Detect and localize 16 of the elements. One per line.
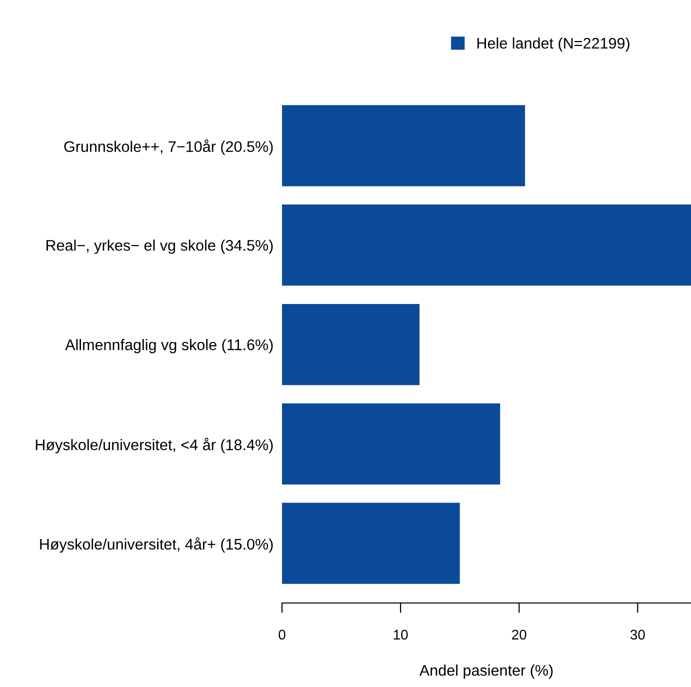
y-tick-label: Høyskole/universitet, <4 år (18.4%)	[36, 438, 273, 454]
x-tick-label: 30	[630, 630, 645, 640]
legend-label: Hele landet (N=22199)	[477, 37, 630, 52]
y-tick-label: Real−, yrkes− el vg skole (34.5%)	[46, 240, 273, 254]
y-tick-label: Grunnskole++, 7−10år (20.5%)	[64, 140, 273, 156]
x-tick-label: 10	[394, 630, 408, 640]
x-tick-label: 20	[512, 630, 526, 640]
bar	[282, 204, 691, 286]
x-tick-label: 0	[278, 630, 286, 640]
bar	[282, 304, 420, 386]
y-tick-label: Høyskole/universitet, 4år+ (15.0%)	[40, 537, 273, 553]
x-axis-title: Andel pasienter (%)	[419, 664, 553, 679]
y-tick-label: Allmennfaglig vg skole (11.6%)	[65, 338, 273, 354]
bar	[282, 502, 460, 584]
bar	[282, 105, 526, 186]
bar	[282, 403, 500, 484]
